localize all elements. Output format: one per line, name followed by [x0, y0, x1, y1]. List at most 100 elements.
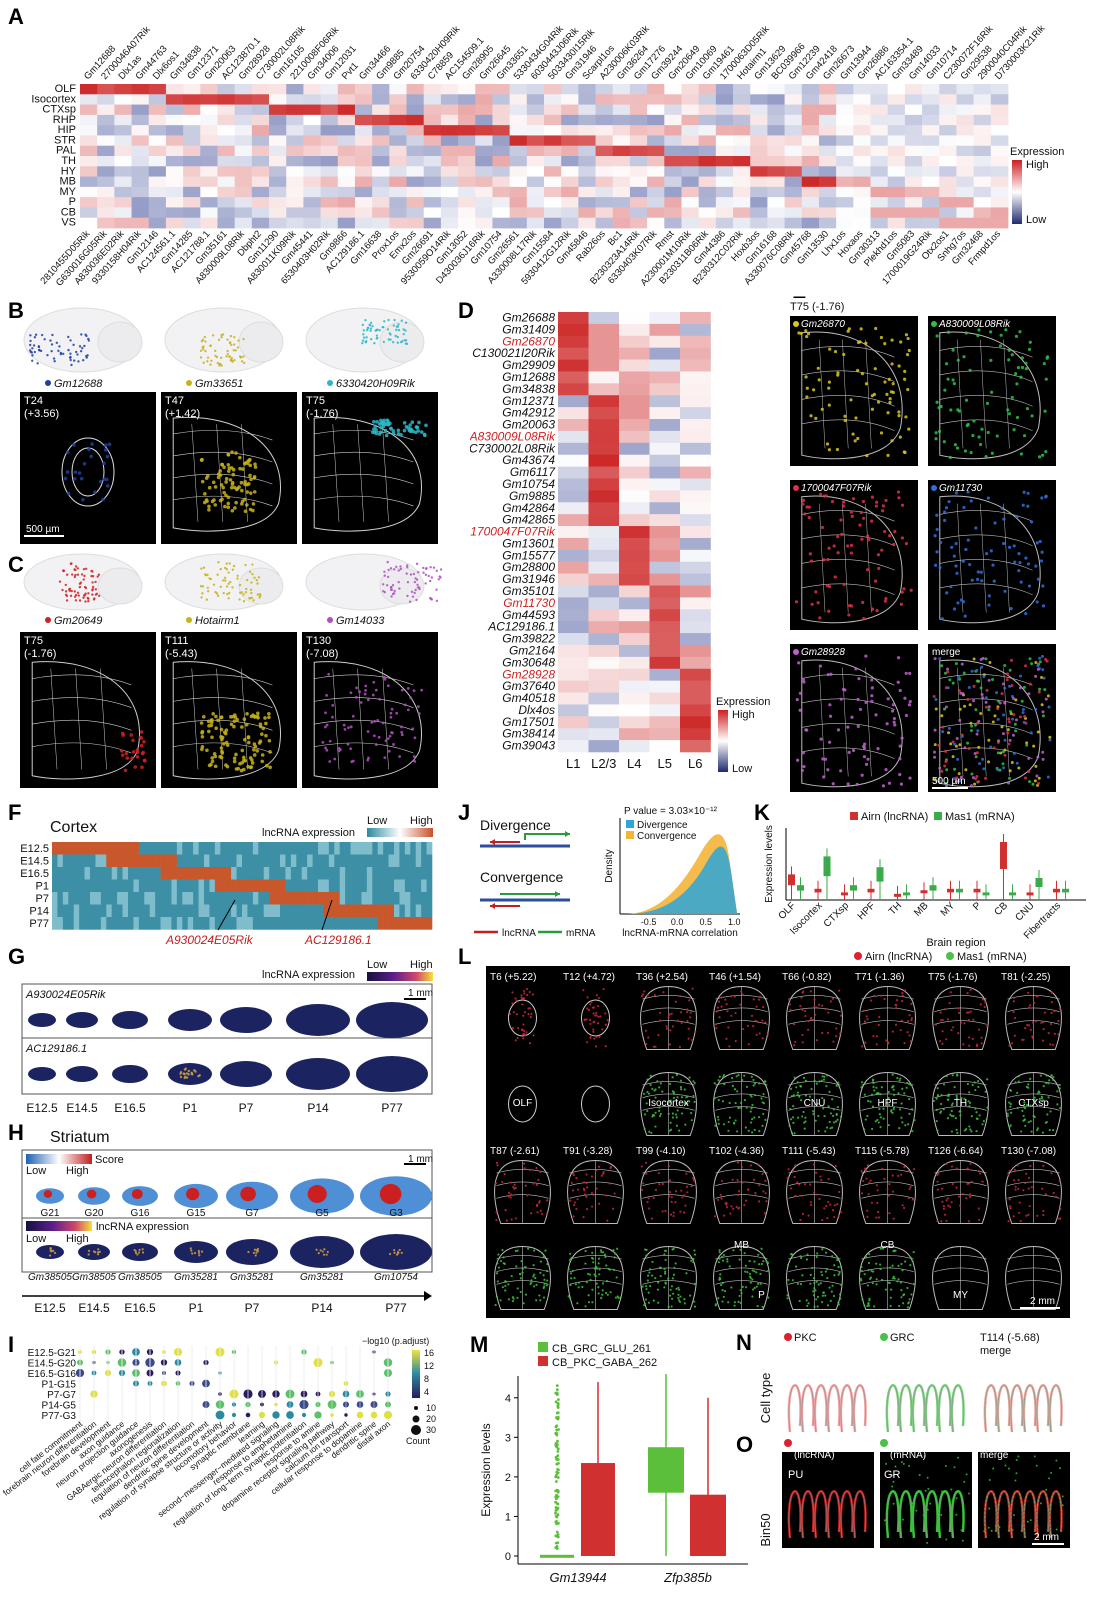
heatmap-cell — [905, 207, 923, 218]
expression-dot — [873, 1089, 875, 1091]
expression-dot — [716, 1010, 718, 1012]
heatmap-cell — [558, 526, 589, 538]
expression-dot — [940, 1220, 942, 1222]
heatmap-cell — [313, 855, 319, 868]
expression-dot — [899, 1080, 901, 1082]
expression-dot — [864, 654, 867, 657]
brain-3d-dot — [67, 349, 69, 351]
heatmap-cell — [149, 125, 167, 136]
expression-dot — [1030, 1120, 1032, 1122]
sagittal-section — [286, 1058, 350, 1090]
expression-dot — [734, 1012, 736, 1014]
expression-dot — [739, 1004, 741, 1006]
expression-dot — [1010, 607, 1013, 610]
heatmap-cell — [613, 177, 631, 188]
expression-dot — [726, 1010, 728, 1012]
expression-dot — [598, 997, 600, 999]
merge-dot — [981, 758, 984, 761]
merge-dot — [1009, 739, 1012, 742]
brain-3d-dot — [397, 323, 399, 325]
expression-dot — [1013, 1000, 1015, 1002]
expression-dot — [593, 1012, 595, 1014]
heatmap-cell — [149, 218, 167, 229]
heatmap-cell — [296, 880, 302, 893]
heatmap-cell — [133, 880, 139, 893]
merge-dot — [1041, 668, 1044, 671]
heatmap-cell — [596, 84, 614, 95]
heatmap-cell — [114, 105, 132, 116]
heatmap-cell — [905, 156, 923, 167]
expression-dot — [836, 1203, 838, 1205]
brain-3d-dot — [227, 597, 229, 599]
expression-dot — [1054, 1033, 1056, 1035]
section-id: T130 — [306, 635, 331, 647]
heatmap-cell — [161, 917, 167, 930]
section-pos: (-5.43) — [165, 648, 197, 660]
expression-dot — [872, 1082, 874, 1084]
heatmap-cell — [558, 609, 589, 621]
heatmap-cell — [527, 207, 545, 218]
expression-dot — [647, 994, 649, 996]
expression-dot — [864, 1020, 866, 1022]
heatmap-cell — [589, 645, 620, 657]
expression-dot — [265, 764, 269, 768]
expression-dot — [213, 755, 217, 759]
merge-dot — [1011, 761, 1014, 764]
expression-dot — [789, 1003, 791, 1005]
expression-dot — [755, 1020, 757, 1022]
expression-dot — [860, 538, 863, 541]
heatmap-cell — [389, 156, 407, 167]
expression-dot — [974, 1089, 976, 1091]
heatmap-cell — [133, 867, 139, 880]
expression-dot — [800, 1085, 802, 1087]
heatmap-cell — [991, 207, 1009, 218]
expression-dot — [602, 988, 604, 990]
heatmap-cell — [389, 880, 395, 893]
expression-dot — [510, 1193, 512, 1195]
heatmap-cell — [871, 146, 889, 157]
merge-dot — [959, 708, 962, 711]
merge-dot — [975, 775, 978, 778]
expression-dot — [839, 1032, 841, 1034]
heatmap-cell — [372, 905, 378, 918]
expression-dot — [980, 579, 983, 582]
brain-3d-dot — [80, 581, 82, 583]
expression-dot — [872, 1086, 874, 1088]
expression-dot — [686, 1011, 688, 1013]
expression-dot — [398, 755, 401, 758]
row-label: P77-G3 — [42, 1411, 77, 1422]
heatmap-cell — [544, 166, 562, 177]
heatmap-cell — [389, 146, 407, 157]
gene-name: 6330420H09Rik — [336, 378, 415, 390]
expression-dot — [864, 342, 867, 345]
merge-dot — [1010, 659, 1013, 662]
expression-dot — [989, 330, 992, 333]
heatmap-cell — [407, 218, 425, 229]
brain-3d-dot — [379, 329, 381, 331]
expression-dot — [684, 1204, 686, 1206]
merge-dot — [1027, 770, 1030, 773]
heatmap-cell — [991, 94, 1009, 105]
expression-dot — [901, 591, 904, 594]
expression-dot — [735, 1040, 737, 1042]
heatmap-cell — [527, 115, 545, 126]
expression-dot — [244, 509, 248, 513]
expression-dot — [1024, 362, 1027, 365]
expression-dot — [371, 431, 375, 435]
expression-dot — [1045, 1082, 1047, 1084]
brain-3d-dot — [77, 360, 79, 362]
expression-dot — [497, 1164, 499, 1166]
brain-3d-dot — [34, 336, 36, 338]
expression-dot — [1040, 1022, 1042, 1024]
expression-dot — [1017, 552, 1020, 555]
expression-dot — [899, 745, 902, 748]
sagittal-section — [66, 1066, 98, 1082]
heatmap-cell — [275, 917, 281, 930]
brain-3d-dot — [204, 573, 206, 575]
heatmap-cell — [974, 218, 992, 229]
expression-dot — [495, 1182, 497, 1184]
expression-dot — [947, 1099, 949, 1101]
expression-dot — [521, 1003, 523, 1005]
group-gene: Gm38505 — [28, 1272, 72, 1283]
expression-dot — [963, 1022, 965, 1024]
